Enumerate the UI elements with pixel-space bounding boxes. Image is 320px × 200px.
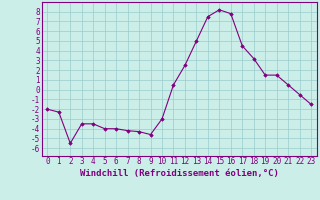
X-axis label: Windchill (Refroidissement éolien,°C): Windchill (Refroidissement éolien,°C) [80,169,279,178]
